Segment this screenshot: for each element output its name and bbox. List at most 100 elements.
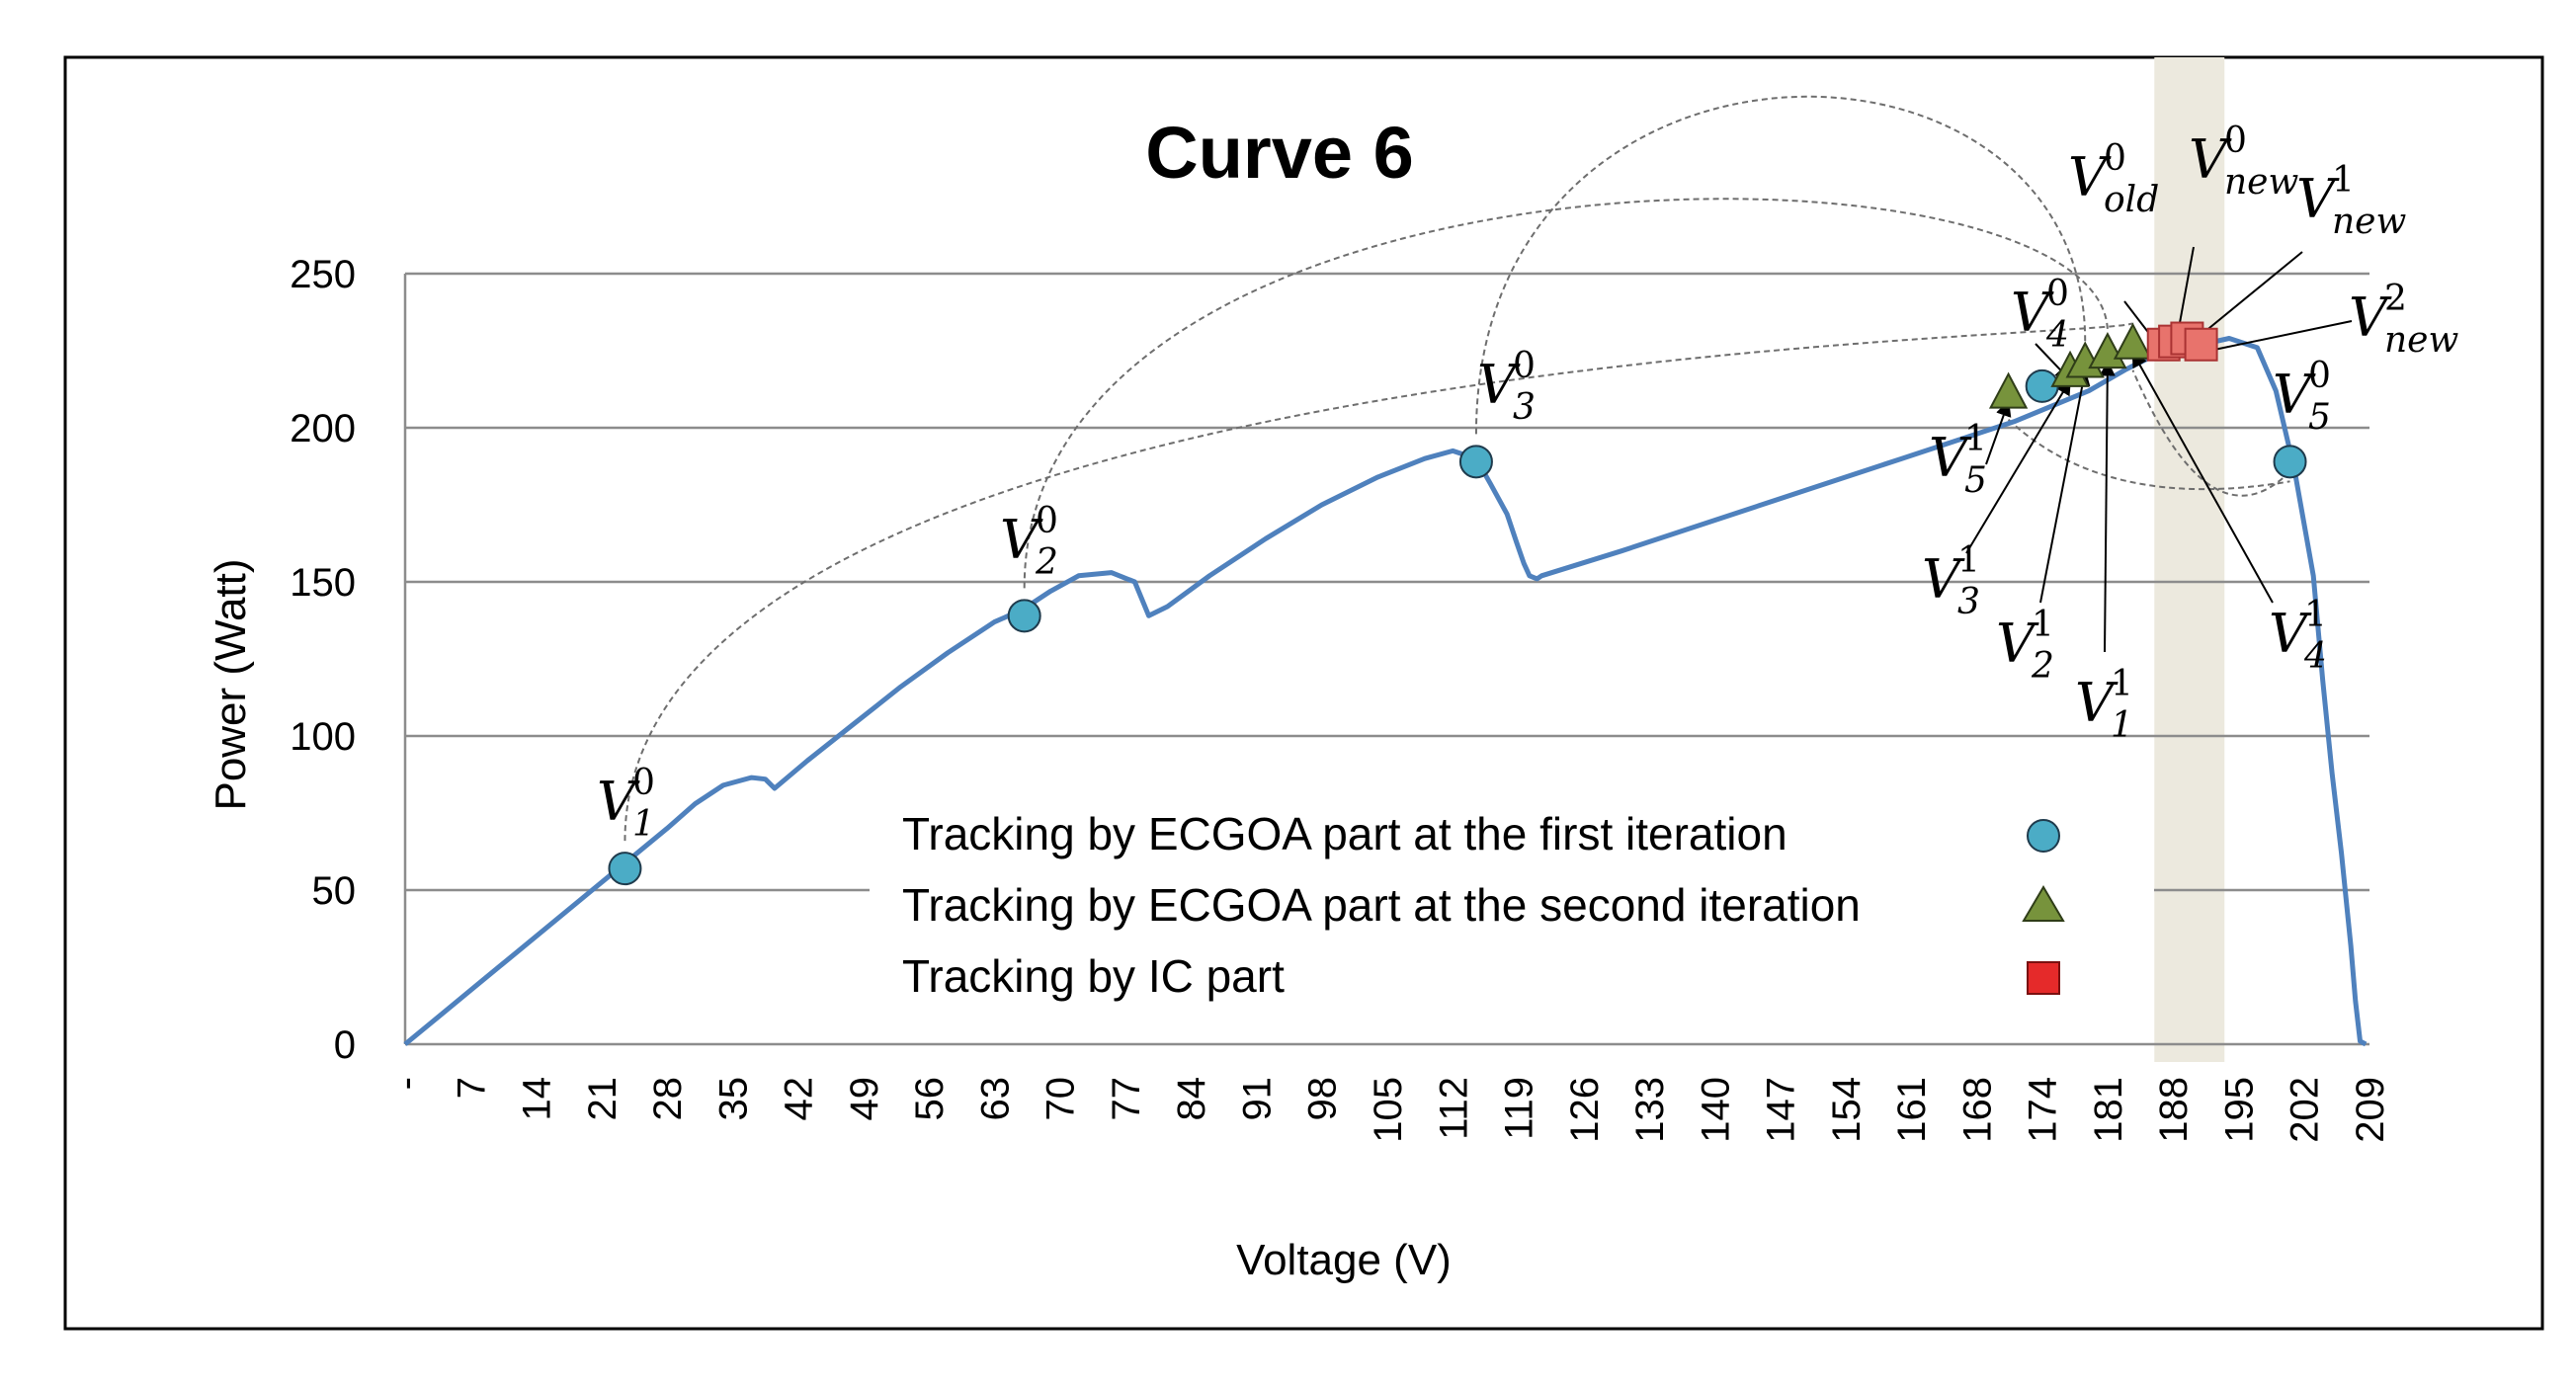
legend-background [870,800,2154,1013]
annotation-sup: 0 [2308,356,2331,396]
x-tick-label: 112 [1432,1077,1475,1140]
x-tick-label: 56 [908,1077,952,1121]
annotation-arrow [1965,378,2071,554]
x-tick-label: 21 [581,1077,624,1121]
legend-marker-square [2027,961,2060,995]
annotation-sup: 0 [1036,501,1058,541]
annotation-base: V [2273,364,2316,426]
annotation-base: V [1000,509,1043,571]
annotation-sub: 2 [2031,646,2054,687]
x-tick-label: 195 [2217,1077,2261,1143]
data-markers [608,321,2307,886]
annotation-base: V [2011,282,2054,344]
x-tick-label: 28 [646,1077,690,1121]
marker-first-iteration [1458,445,1493,479]
iteration-arc [1474,95,2087,435]
legend-label: Tracking by ECGOA part at the second ite… [902,879,1861,931]
annotation-label: V03 [1477,346,1536,428]
x-tick-label: 161 [1890,1077,1934,1143]
marker-first-iteration [1007,599,1041,633]
x-tick-label: 70 [1039,1077,1083,1121]
annotation-sub: new [2384,320,2458,361]
annotation-label: V13 [1922,540,1980,622]
marker-first-iteration [2273,445,2307,479]
annotation-label: V15 [1929,419,1987,501]
legend-label: Tracking by IC part [902,950,1285,1002]
annotation-label: V02 [1000,501,1058,583]
annotation-sub: new [2224,162,2298,203]
annotation-base: V [1477,354,1521,416]
iteration-arc [2007,418,2290,491]
legend-marker-triangle [2022,885,2065,922]
annotation-label: V12 [1996,605,2054,687]
x-tick-label: 202 [2284,1077,2327,1143]
chart-title: Curve 6 [1145,112,1413,194]
marker-second-iteration [1988,371,2029,409]
annotation-arrow [2131,351,2274,604]
annotation-sub: new [2332,202,2406,242]
annotations: V01V02V03V04V05V15V13V12V11V14V0oldV0new… [597,121,2458,845]
x-tick-label: - [384,1077,428,1090]
x-tick-label: 49 [843,1077,886,1121]
iteration-arc [2131,369,2291,497]
annotation-sup: 1 [1957,540,1980,581]
legend-marker-circle [2027,819,2060,853]
annotation-base: V [2296,168,2340,230]
x-tick-label: 105 [1367,1077,1410,1143]
annotation-sup: 2 [2384,279,2407,319]
annotation-label: V14 [2269,595,2327,677]
x-axis-label: Voltage (V) [1236,1236,1452,1284]
highlight-band [2154,57,2225,1062]
x-tick-label: 188 [2152,1077,2196,1143]
chart-frame [63,55,2544,1331]
annotation-arrow [2039,368,2091,604]
annotation-sub: 2 [1035,542,1058,583]
iteration-arc [1023,198,2109,589]
marker-second-iteration [2113,322,2153,360]
x-tick-label: 133 [1628,1077,1672,1143]
x-tick-label: 84 [1170,1077,1213,1121]
y-tick-label: 150 [290,561,356,605]
iteration-arcs [623,95,2291,842]
x-tick-label: 63 [973,1077,1017,1121]
y-tick-labels: 0 50 100 150 200 250 [290,253,356,1067]
x-tick-label: 147 [1760,1077,1803,1143]
annotation-sub: 1 [2111,705,2133,746]
y-tick-label: 0 [334,1023,356,1067]
annotation-arrow [2099,360,2116,653]
axes [403,274,2369,1046]
y-tick-label: 250 [290,253,356,296]
x-tick-label: 168 [1955,1077,1999,1143]
annotation-sup: 0 [2224,121,2247,161]
y-axis-label: Power (Watt) [207,558,255,810]
x-tick-label: 35 [711,1077,755,1121]
annotation-sub: 4 [2303,636,2327,677]
annotation-label: V04 [2011,274,2069,356]
x-tick-label: 42 [778,1077,821,1121]
annotation-sub: 5 [2308,397,2331,438]
x-tick-label: 91 [1235,1077,1279,1121]
annotation-sup: 1 [2332,160,2355,201]
annotation-base: V [2189,128,2232,191]
annotation-base: V [2075,672,2119,734]
y-tick-label: 50 [312,869,357,913]
legend: Tracking by ECGOA part at the first iter… [870,800,2154,1013]
x-tick-label: 209 [2349,1077,2392,1143]
annotation-base: V [1996,612,2039,675]
annotation-base: V [2349,286,2392,349]
annotation-sub: 3 [1513,387,1536,428]
annotation-base: V [2269,603,2312,665]
annotation-base: V [2068,146,2112,208]
annotation-sup: 1 [2111,664,2133,704]
y-tick-label: 200 [290,407,356,450]
x-tick-label: 7 [450,1077,493,1099]
annotation-sup: 1 [2304,595,2327,635]
annotation-label: V01 [597,763,655,845]
x-tick-label: 154 [1825,1077,1869,1143]
x-tick-label: 77 [1105,1077,1148,1121]
